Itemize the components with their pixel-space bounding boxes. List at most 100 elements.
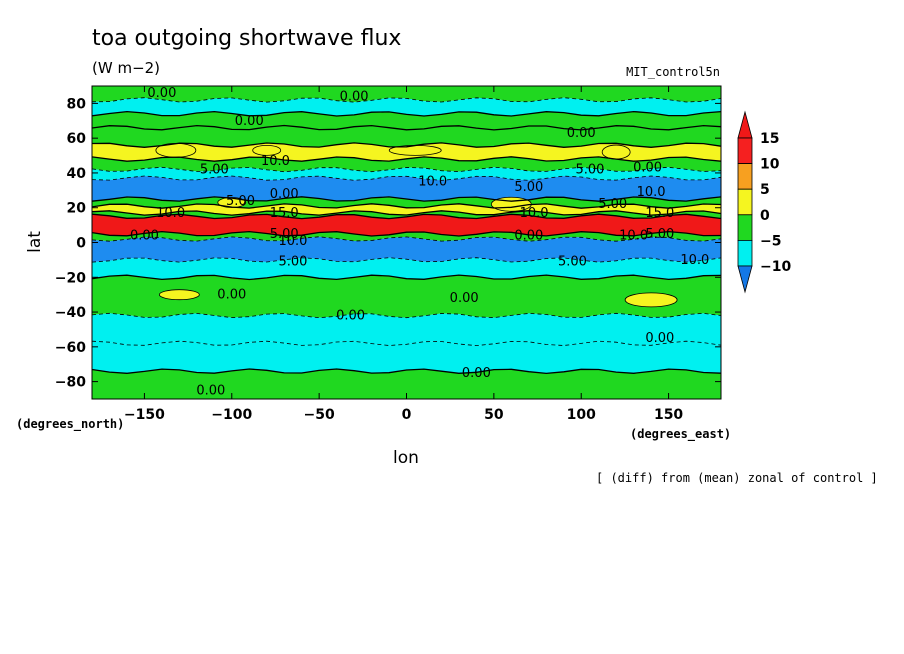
- plot-fill-layer: [92, 86, 721, 399]
- colorbar-segment: [737, 137, 753, 165]
- y-tick-label: 0: [76, 236, 86, 252]
- contour-line: [92, 368, 721, 375]
- contour-line: [92, 257, 721, 263]
- contour-line: [92, 175, 721, 181]
- contour-value-label: 5.00: [278, 255, 307, 270]
- contour-value-label: 5.00: [558, 255, 587, 270]
- contour-value-label: 0.00: [450, 291, 479, 306]
- contour-value-label: 0.00: [130, 229, 159, 244]
- contour-line: [92, 166, 721, 173]
- footnote: [ (diff) from (mean) zonal of control ]: [596, 471, 878, 485]
- x-tick-label: 150: [654, 407, 683, 423]
- contour-value-label: 0.00: [235, 114, 264, 129]
- contour-value-label: 0.00: [462, 366, 491, 381]
- contour-value-label: 0.00: [633, 161, 662, 176]
- contour-value-label: 10.0: [619, 229, 648, 244]
- y-axis: 80 60 40 20 0 −20 −40 −60 −80: [55, 96, 721, 391]
- contour-value-label: 0.00: [196, 383, 225, 398]
- dataset-label: MIT_control5n: [626, 65, 720, 79]
- contour-line: [92, 124, 721, 131]
- contour-value-label: 5.00: [645, 227, 674, 242]
- lat-band: [92, 210, 721, 219]
- lat-band: [92, 236, 721, 263]
- contour-line: [92, 156, 721, 162]
- colorbar-label: −5: [760, 233, 781, 249]
- contour-line: [92, 312, 721, 319]
- lat-band: [92, 257, 721, 280]
- colorbar-label: 15: [760, 131, 779, 147]
- colorbar-segment: [737, 214, 753, 241]
- contour-value-label: 10.0: [261, 154, 290, 169]
- y-tick-label: −80: [55, 375, 86, 391]
- x-unit-label: (degrees_east): [630, 427, 731, 442]
- colorbar-segment: [737, 163, 753, 190]
- y-tick-label: −40: [55, 305, 86, 321]
- y-unit-label: (degrees_north): [16, 417, 124, 432]
- contour-value-label: 0.00: [217, 288, 246, 303]
- colorbar-label: 0: [760, 208, 770, 224]
- x-axis-label: lon: [393, 448, 419, 468]
- x-axis: −150 −100 −50 0 50 100 150: [124, 86, 683, 423]
- chart-title: toa outgoing shortwave flux: [92, 26, 401, 51]
- x-tick-label: 0: [402, 407, 412, 423]
- lat-band: [92, 214, 721, 236]
- y-tick-label: 20: [67, 201, 87, 217]
- contour-value-label: 5.00: [575, 162, 604, 177]
- y-tick-label: 40: [67, 166, 87, 182]
- y-tick-label: 80: [67, 96, 87, 112]
- lat-band: [92, 167, 721, 181]
- x-tick-label: 50: [484, 407, 504, 423]
- contour-value-label: 10.0: [418, 175, 447, 190]
- contour-line: [92, 196, 721, 202]
- x-tick-label: −50: [304, 407, 335, 423]
- lat-band: [92, 176, 721, 202]
- colorbar-segment: [737, 188, 753, 216]
- y-tick-label: −60: [55, 340, 86, 356]
- contour-value-label: 15.0: [645, 206, 674, 221]
- contour-value-label: 5.00: [270, 227, 299, 242]
- flux-patch: [158, 289, 200, 301]
- lat-band: [92, 196, 721, 209]
- contour-value-label: 10.0: [278, 234, 307, 249]
- contour-value-label: 0.00: [645, 331, 674, 346]
- lat-band: [92, 275, 721, 318]
- contour-line: [92, 203, 721, 209]
- contour-value-label: 0.00: [567, 126, 596, 141]
- contour-value-label: 5.00: [514, 180, 543, 195]
- contour-value-label: 10.0: [637, 185, 666, 200]
- contour-line: [92, 213, 721, 220]
- x-tick-label: 100: [567, 407, 596, 423]
- lat-band: [92, 341, 721, 374]
- y-tick-label: 60: [67, 131, 87, 147]
- contour-line: [92, 110, 721, 117]
- contour-value-label: 0.00: [147, 86, 176, 101]
- lat-band: [92, 313, 721, 346]
- contour-value-label: 15.0: [270, 206, 299, 221]
- chart-units: (W m−2): [92, 59, 160, 77]
- x-tick-label: −100: [211, 407, 252, 423]
- contour-value-label: 5.00: [200, 162, 229, 177]
- contour-value-label: 5.00: [598, 197, 627, 212]
- flux-patch: [624, 292, 678, 308]
- colorbar: 15 10 5 0 −5 −10: [737, 110, 791, 294]
- contour-value-label: 5.00: [226, 194, 255, 209]
- contour-line: [92, 340, 721, 347]
- contour-value-label: 0.00: [270, 187, 299, 202]
- lat-band: [92, 86, 721, 103]
- contour-value-label: 10.0: [680, 253, 709, 268]
- colorbar-segment: [737, 239, 753, 267]
- contour-value-label: 0.00: [514, 229, 543, 244]
- flux-patch: [601, 144, 631, 160]
- contour-value-label: 10.0: [520, 206, 549, 221]
- contour-line: [92, 210, 721, 216]
- y-tick-label: −20: [55, 270, 86, 286]
- contour-line: [92, 274, 721, 281]
- colorbar-bottom-arrow: [737, 265, 753, 294]
- flux-patch: [252, 144, 282, 156]
- colorbar-label: 5: [760, 182, 770, 198]
- contour-line: [92, 142, 721, 148]
- contour-value-label: 0.00: [336, 309, 365, 324]
- lat-band: [92, 97, 721, 116]
